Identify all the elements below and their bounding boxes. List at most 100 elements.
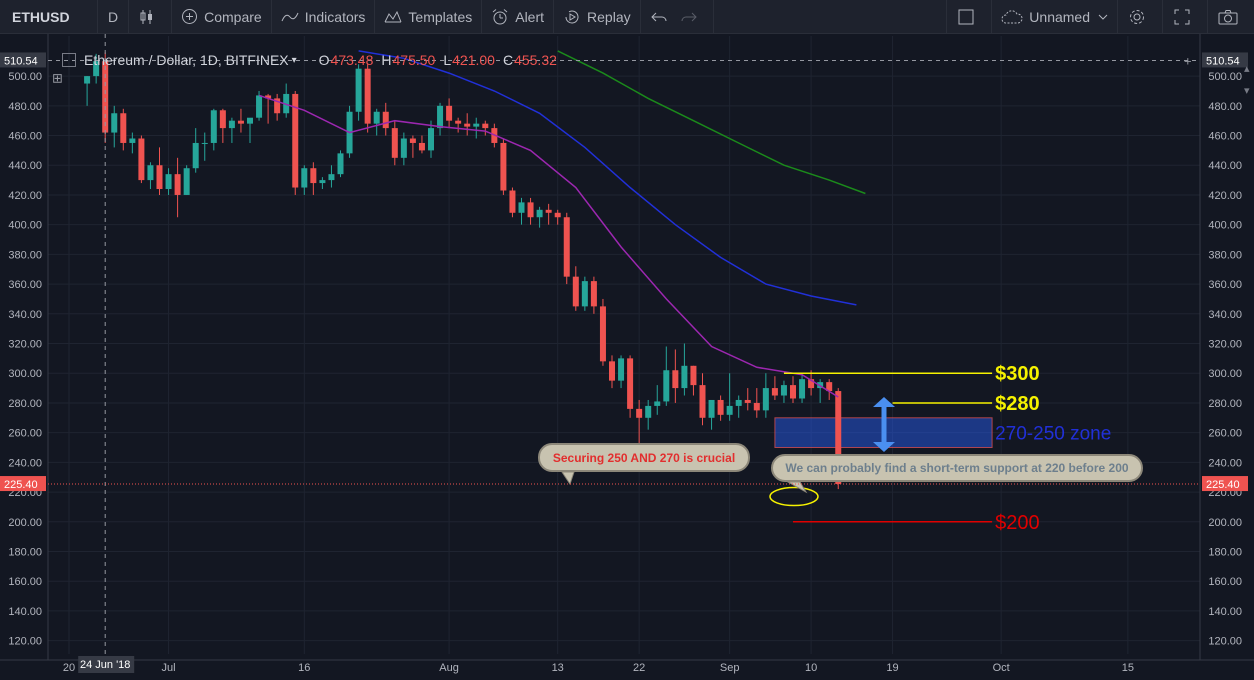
candle-body (572, 276, 579, 307)
open-key: O (318, 52, 330, 68)
note-text-support: We can probably find a short-term suppor… (785, 461, 1129, 475)
candle-body (265, 95, 272, 99)
fullscreen-frame-button[interactable] (946, 0, 993, 34)
level-label: $280 (995, 393, 1040, 415)
candle-body (319, 180, 326, 184)
layout-menu-button[interactable]: Unnamed (992, 0, 1118, 34)
annotations (561, 396, 895, 507)
candle-body (256, 95, 263, 118)
redo-icon[interactable] (681, 10, 697, 24)
candle-body (418, 142, 425, 151)
legend-chevron-icon[interactable]: ▾ (291, 54, 297, 66)
candle-body (382, 111, 389, 129)
x-tick-label: 19 (886, 662, 898, 674)
undo-button[interactable] (641, 0, 714, 34)
alert-button[interactable]: Alert (482, 0, 555, 34)
candle-body (210, 110, 217, 143)
replay-icon (563, 8, 581, 26)
candle-body (563, 217, 570, 277)
candle-body (228, 120, 235, 129)
top-toolbar: ETHUSD D Compare Indicators Templates Al… (0, 0, 1254, 34)
settings-button[interactable] (1118, 0, 1163, 34)
candle-body (428, 128, 434, 151)
expand-icon (1173, 8, 1191, 26)
plus-marker-icon: ⊞ (52, 70, 63, 85)
candle-body (581, 281, 588, 307)
candle-body (400, 138, 407, 158)
level-label: $200 (995, 512, 1040, 534)
y-tick-label: 300.00 (8, 368, 42, 380)
templates-button[interactable]: Templates (375, 0, 483, 34)
interval-button[interactable]: D (98, 0, 130, 34)
y-tick-label: 480.00 (1208, 101, 1242, 113)
snapshot-button[interactable] (1208, 0, 1254, 34)
templates-icon (384, 10, 402, 24)
replay-label: Replay (587, 8, 631, 25)
y-tick-label: 340.00 (1208, 309, 1242, 321)
candle-body (708, 399, 715, 418)
replay-button[interactable]: Replay (554, 0, 641, 34)
indicators-button[interactable]: Indicators (272, 0, 376, 34)
last-price-label-box (0, 476, 46, 492)
plus-circle-icon (181, 8, 198, 25)
candle-body (174, 174, 181, 195)
x-tick-label: 10 (805, 662, 817, 674)
candle-body (654, 401, 661, 406)
close-key: C (502, 52, 514, 68)
low-key: L (443, 52, 452, 68)
symbol-label: ETHUSD (12, 8, 70, 25)
candle-body (609, 361, 615, 381)
candle-body (455, 120, 462, 124)
candle-body (473, 123, 480, 127)
y-tick-label: 180.00 (1208, 546, 1242, 558)
bubble-tail-crucial (561, 471, 575, 486)
x-tick-label: 13 (552, 662, 564, 674)
chevron-down-icon (1098, 13, 1108, 21)
candle-body (138, 138, 145, 181)
candle-body (618, 358, 625, 381)
candle-body (762, 388, 769, 411)
y-tick-label: 200.00 (8, 517, 42, 529)
candle-body (373, 111, 380, 124)
undo-icon (650, 10, 667, 24)
candle-body (726, 405, 733, 415)
candle-body (93, 61, 100, 77)
candle-body (771, 388, 778, 396)
scroll-handle-icon: ▴ (1244, 63, 1250, 75)
symbol-search-button[interactable]: ETHUSD (0, 0, 98, 34)
y-tick-label: 420.00 (1208, 190, 1242, 202)
indicator-curve-icon (281, 10, 299, 24)
candle-body (102, 61, 109, 133)
price-chart[interactable]: 270-250 zone $300 $280 $200 120.00 120.00 14… (0, 34, 1254, 680)
last-price-label-text: 225.40 (1206, 479, 1240, 491)
candle-body (554, 212, 561, 218)
crosshair-date-box (78, 656, 135, 673)
compare-button[interactable]: Compare (172, 0, 272, 34)
candle-body (482, 123, 489, 129)
y-tick-label: 160.00 (1208, 576, 1242, 588)
candle-body (780, 385, 787, 396)
candle-body (391, 128, 398, 158)
candle-body (545, 209, 552, 213)
level-label: $300 (995, 363, 1040, 385)
note-text-crucial: Securing 250 AND 270 is crucial (552, 450, 736, 465)
x-tick-label: 15 (1122, 662, 1134, 674)
y-tick-label: 320.00 (8, 339, 42, 351)
camera-icon (1218, 9, 1238, 25)
note-bubble-crucial: Securing 250 AND 270 is crucial (538, 443, 750, 472)
candle-body (735, 399, 742, 406)
y-tick-label: 460.00 (1208, 131, 1242, 143)
candle-body (129, 138, 136, 143)
ohlc-values: O 473.48 H 475.50 L 421.00 C 455.32 (319, 52, 565, 68)
candle-body (509, 190, 516, 213)
candle-body (799, 379, 806, 399)
legend-toggle-icon[interactable] (62, 53, 76, 67)
candle-body (328, 174, 335, 181)
fullscreen-button[interactable] (1163, 0, 1208, 34)
candle-body (599, 306, 606, 362)
square-icon (957, 8, 975, 26)
scroll-handle-icon: ▾ (1244, 85, 1250, 97)
y-tick-label: 200.00 (1208, 517, 1242, 529)
chart-style-button[interactable] (129, 0, 173, 34)
y-tick-label: 460.00 (8, 131, 42, 143)
